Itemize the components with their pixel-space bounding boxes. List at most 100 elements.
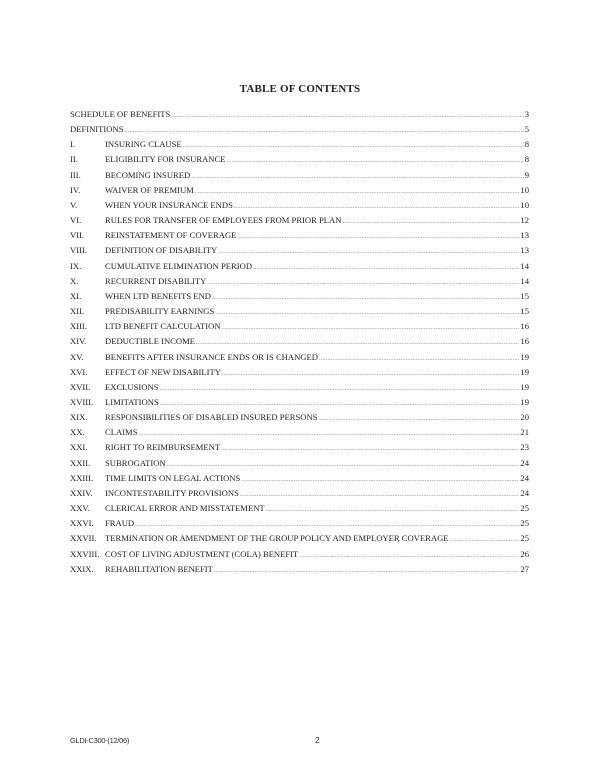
toc-entry-title: SUBROGATION [105, 457, 166, 468]
toc-entry-title: INSURING CLAUSE [105, 139, 182, 150]
toc-entry-title: CUMULATIVE ELIMINATION PERIOD [105, 260, 253, 271]
toc-entry[interactable]: VIII. DEFINITION OF DISABILITY 13 [70, 243, 529, 258]
toc-entry-number: III. [70, 169, 81, 180]
toc-entry[interactable]: XIV. DEDUCTIBLE INCOME 16 [70, 334, 529, 349]
toc-entry-page: 19 [520, 396, 529, 407]
toc-entry[interactable]: DEFINITIONS 5 [70, 122, 529, 137]
toc-entry[interactable]: XVI. EFFECT OF NEW DISABILITY 19 [70, 365, 529, 380]
toc-entry-title: DEDUCTIBLE INCOME [105, 336, 195, 347]
toc-entry-number: XVII. [70, 381, 91, 392]
dot-leader [234, 198, 520, 213]
toc-entry[interactable]: IX. CUMULATIVE ELIMINATION PERIOD 14 [70, 259, 529, 274]
toc-entry-title: TIME LIMITS ON LEGAL ACTIONS [105, 472, 241, 483]
toc-entry[interactable]: XXV. CLERICAL ERROR AND MISSTATEMENT 25 [70, 501, 529, 516]
toc-entry[interactable]: SCHEDULE OF BENEFITS 3 [70, 107, 529, 122]
toc-entry-page: 25 [520, 518, 529, 529]
toc-entry-number: XX. [70, 427, 85, 438]
toc-entry-title: WAIVER OF PREMIUM [105, 184, 194, 195]
toc-entry-number: XII. [70, 306, 85, 317]
toc-entry[interactable]: IV. WAIVER OF PREMIUM 10 [70, 183, 529, 198]
toc-entry-title: TERMINATION OR AMENDMENT OF THE GROUP PO… [105, 533, 449, 544]
toc-entry[interactable]: XXVIII. COST OF LIVING ADJUSTMENT (COLA) … [70, 547, 529, 562]
toc-entry-page: 19 [520, 381, 529, 392]
toc-entry-number: XXVIII. [70, 548, 100, 559]
toc-entry-number: XIX. [70, 412, 88, 423]
toc-entry-title: LTD BENEFIT CALCULATION [105, 321, 221, 332]
toc-entry-page: 12 [520, 215, 529, 226]
toc-entry-number: XXIX. [70, 563, 94, 574]
dot-leader [138, 425, 519, 440]
toc-entry[interactable]: XII. PREDISABILITY EARNINGS 15 [70, 304, 529, 319]
toc-entry[interactable]: XXIV. INCONTESTABILITY PROVISIONS 24 [70, 486, 529, 501]
toc-entry-title: EFFECT OF NEW DISABILITY [105, 366, 221, 377]
toc-entry-page: 16 [520, 321, 529, 332]
toc-entry-number: XVIII. [70, 396, 94, 407]
toc-entry-page: 25 [520, 533, 529, 544]
toc-entry[interactable]: XIX. RESPONSIBILITIES OF DISABLED INSURED… [70, 410, 529, 425]
toc-entry[interactable]: XIII. LTD BENEFIT CALCULATION 16 [70, 319, 529, 334]
toc-entry-number: XIV. [70, 336, 87, 347]
toc-entry[interactable]: VII. REINSTATEMENT OF COVERAGE 13 [70, 228, 529, 243]
toc-entry-number: VI. [70, 215, 82, 226]
toc-entry-title: ELIGIBILITY FOR INSURANCE [105, 154, 226, 165]
toc-entry-page: 15 [520, 290, 529, 301]
toc-entry-page: 14 [520, 260, 529, 271]
toc-entry-title: CLAIMS [105, 427, 138, 438]
toc-entry[interactable]: VI. RULES FOR TRANSFER OF EMPLOYEES FROM … [70, 213, 529, 228]
toc-entry[interactable]: V. WHEN YOUR INSURANCE ENDS 10 [70, 198, 529, 213]
toc-entry-title: PREDISABILITY EARNINGS [105, 306, 215, 317]
toc-entry[interactable]: XI. WHEN LTD BENEFITS END 15 [70, 289, 529, 304]
toc-entry-title: RULES FOR TRANSFER OF EMPLOYEES FROM PRI… [105, 215, 342, 226]
toc-entry[interactable]: XXI. RIGHT TO REIMBURSEMENT 23 [70, 440, 529, 455]
toc-entry[interactable]: III. BECOMING INSURED 9 [70, 168, 529, 183]
toc-entry[interactable]: XV. BENEFITS AFTER INSURANCE ENDS OR IS C… [70, 350, 529, 365]
toc-entry-number: XIII. [70, 321, 87, 332]
dot-leader [183, 137, 524, 152]
toc-entry-title: INCONTESTABILITY PROVISIONS [105, 487, 239, 498]
dot-leader [226, 152, 523, 167]
toc-entry-title: DEFINITION OF DISABILITY [105, 245, 218, 256]
toc-entry-title: DEFINITIONS [70, 124, 124, 135]
toc-entry-title: RECURRENT DISABILITY [105, 275, 207, 286]
toc-entry-page: 13 [520, 245, 529, 256]
toc-entry-number: XXIV. [70, 487, 93, 498]
toc-entry[interactable]: XX. CLAIMS 21 [70, 425, 529, 440]
toc-entry-page: 27 [520, 563, 529, 574]
toc-entry-page: 26 [520, 548, 529, 559]
toc-entry-number: IV. [70, 184, 81, 195]
dot-leader [241, 471, 519, 486]
toc-entry-page: 24 [520, 457, 529, 468]
toc-entry[interactable]: XXIX. REHABILITATION BENEFIT 27 [70, 562, 529, 577]
toc-entry-page: 8 [524, 154, 529, 165]
dot-leader [212, 289, 520, 304]
toc-entry[interactable]: II. ELIGIBILITY FOR INSURANCE 8 [70, 152, 529, 167]
toc-entry[interactable]: XXVI. FRAUD 25 [70, 516, 529, 531]
dot-leader [318, 410, 519, 425]
toc-entry[interactable]: I. INSURING CLAUSE 8 [70, 137, 529, 152]
toc-entry[interactable]: XXVII. TERMINATION OR AMENDMENT OF THE GR… [70, 531, 529, 546]
toc-entry[interactable]: XXIII. TIME LIMITS ON LEGAL ACTIONS 24 [70, 471, 529, 486]
dot-leader [159, 380, 519, 395]
toc-entry[interactable]: XVII. EXCLUSIONS 19 [70, 380, 529, 395]
toc-entry-title: RIGHT TO REIMBURSEMENT [105, 442, 221, 453]
dot-leader [342, 213, 519, 228]
toc-entry-page: 5 [524, 124, 529, 135]
toc-entry-page: 23 [520, 442, 529, 453]
dot-leader [135, 516, 519, 531]
toc-entry[interactable]: XXII. SUBROGATION 24 [70, 456, 529, 471]
dot-leader [124, 122, 523, 137]
toc-entry[interactable]: XVIII. LIMITATIONS 19 [70, 395, 529, 410]
toc-entry-number: XVI. [70, 366, 88, 377]
toc-entry-page: 16 [520, 336, 529, 347]
dot-leader [237, 228, 519, 243]
footer-page-number: 2 [315, 735, 320, 745]
toc-entry-page: 19 [520, 351, 529, 362]
toc-entry-title: SCHEDULE OF BENEFITS [70, 109, 171, 119]
toc-entry-page: 3 [524, 109, 529, 119]
toc-entry-number: XXIII. [70, 472, 94, 483]
toc-entry-number: V. [70, 199, 78, 210]
toc-entry[interactable]: X. RECURRENT DISABILITY 14 [70, 274, 529, 289]
toc-entry-page: 15 [520, 306, 529, 317]
dot-leader [240, 486, 520, 501]
dot-leader [160, 395, 520, 410]
